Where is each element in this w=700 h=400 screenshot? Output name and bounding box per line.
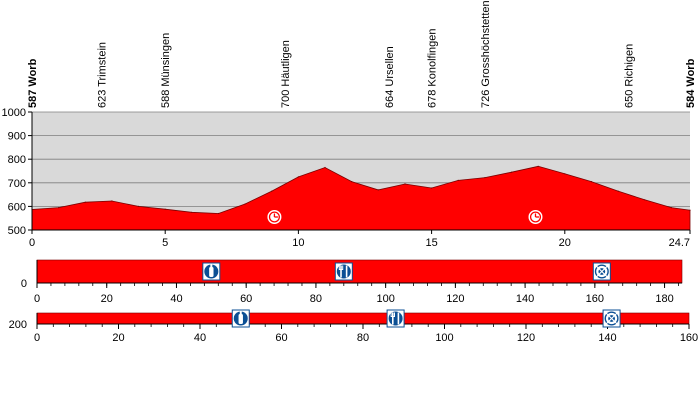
y-tick-label: 1000 — [2, 107, 26, 119]
clock-ring — [529, 211, 542, 223]
bottle-icon — [202, 262, 221, 281]
strip-x-tick-label: 20 — [112, 332, 124, 344]
location-label: 664 Ursellen — [384, 46, 396, 108]
clock-icon — [528, 210, 543, 224]
strip-bar — [36, 259, 683, 284]
elevation-point — [404, 183, 406, 185]
strip-x-tick-label: 100 — [376, 293, 394, 305]
strip-x-tick-label: 160 — [586, 293, 604, 305]
elevation-point — [324, 166, 326, 169]
elevation-point — [484, 177, 486, 179]
buoy-line — [604, 311, 619, 326]
location-label: 700 Häutligen — [280, 40, 292, 108]
elevation-point — [297, 176, 299, 178]
bottle-body — [238, 314, 243, 324]
elevation-point — [617, 190, 619, 192]
elevation-point — [590, 181, 593, 183]
bottle-neck — [210, 264, 213, 268]
elevation-point — [217, 212, 220, 215]
buoy-ring — [605, 312, 618, 325]
location-label: 726 Grosshöchstetten — [480, 0, 492, 108]
x-tick-label: 24.7 — [669, 237, 690, 249]
elevation-point — [537, 165, 539, 167]
elevation-point — [644, 199, 646, 201]
elevation-point — [271, 190, 273, 192]
elevation-point — [351, 181, 353, 183]
elevation-point — [138, 205, 140, 207]
strip-y-tick-label: 0 — [21, 278, 27, 290]
elevation-point — [111, 200, 113, 202]
strip-x-tick-label: 60 — [240, 293, 252, 305]
strip-x-tick-label: 120 — [517, 332, 535, 344]
distance-strip-short: 0 20 40 60 80 100 120 140 160 200 — [9, 309, 698, 344]
y-tick-label: 800 — [8, 154, 26, 166]
elevation-point — [191, 211, 193, 213]
strip-x-tick-label: 100 — [435, 332, 453, 344]
elevation-point — [670, 207, 673, 209]
location-label: 678 Konolfingen — [427, 28, 439, 108]
strip-x-tick-label: 120 — [446, 293, 464, 305]
strip-x-tick-label: 140 — [598, 332, 616, 344]
bottle-neck — [239, 311, 242, 315]
lifebuoy-icon — [602, 309, 621, 328]
elevation-point — [377, 189, 379, 191]
strip-x-tick-label: 180 — [655, 293, 673, 305]
elevation-profile-chart: 500 600 700 800 900 1000 0 5 10 15 20 24.7 587 Worb 6… — [2, 0, 697, 249]
elevation-point — [510, 171, 513, 173]
strip-x-tick-label: 60 — [275, 332, 287, 344]
distance-strip-long: 0 20 40 60 80 100 120 140 160 180 0 — [21, 259, 683, 305]
strip-x-tick-label: 20 — [101, 293, 113, 305]
strip-x-tick-label: 0 — [34, 293, 40, 305]
strip-x-tick-label: 40 — [170, 293, 182, 305]
elevation-point — [689, 209, 691, 211]
y-tick-label: 700 — [8, 178, 26, 190]
fork-tines — [390, 312, 396, 317]
location-label: 623 Trimstein — [96, 42, 108, 108]
elevation-point — [84, 201, 86, 203]
location-label: 588 Münsingen — [160, 33, 172, 108]
location-label: 584 Worb — [685, 58, 697, 108]
location-label: 587 Worb — [27, 58, 39, 108]
strip-bar — [36, 312, 690, 325]
fork-tines — [338, 265, 344, 270]
clock-icon — [267, 210, 282, 224]
buoy-line — [594, 264, 609, 279]
strip-x-tick-label: 40 — [194, 332, 206, 344]
x-tick-label: 20 — [559, 237, 571, 249]
x-tick-label: 5 — [162, 237, 168, 249]
bottle-icon — [231, 309, 250, 328]
food-icon — [386, 309, 405, 328]
elevation-point — [244, 203, 246, 205]
x-tick-label: 15 — [425, 237, 437, 249]
strip-x-tick-label: 140 — [516, 293, 534, 305]
y-tick-label: 600 — [8, 201, 26, 213]
food-icon — [334, 262, 353, 281]
strip-x-tick-label: 80 — [310, 293, 322, 305]
buoy-ring — [596, 265, 608, 278]
clock-ring — [268, 211, 280, 223]
x-tick-label: 10 — [292, 237, 304, 249]
strip-x-tick-label: 0 — [34, 332, 40, 344]
elevation-point — [564, 173, 566, 175]
elevation-point — [164, 208, 166, 210]
bottle-body — [209, 267, 214, 277]
strip-x-tick-label: 160 — [680, 332, 698, 344]
elevation-point — [457, 179, 459, 181]
y-tick-label: 900 — [8, 131, 26, 143]
x-tick-label: 0 — [29, 237, 35, 249]
y-tick-label: 500 — [8, 225, 26, 237]
strip-x-tick-label: 80 — [357, 332, 369, 344]
lifebuoy-icon — [592, 262, 611, 281]
elevation-point — [431, 187, 433, 189]
location-label: 650 Richigen — [624, 44, 636, 108]
elevation-point — [58, 207, 60, 209]
strip-y-tick-label: 200 — [9, 319, 27, 331]
